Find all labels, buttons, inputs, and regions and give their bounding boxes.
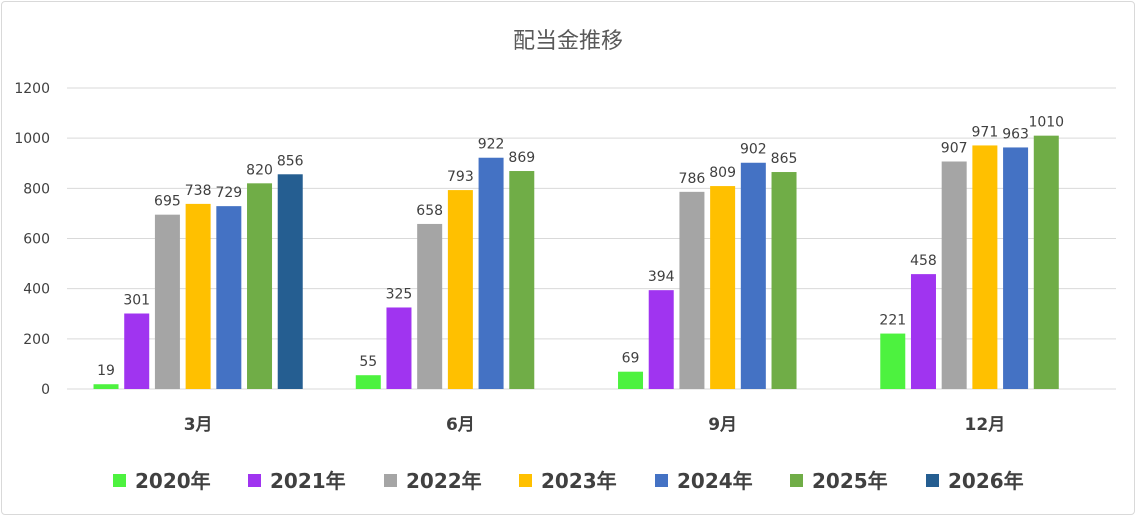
legend-item: 2021年 [248,469,346,493]
x-axis-ticks: 3月 6月 9月 12月 [184,415,1006,435]
data-label: 907 [941,140,968,156]
bar-2025年-9月 [771,172,797,389]
legend-swatch [384,474,397,487]
data-label: 738 [185,183,212,199]
y-tick-label: 600 [23,232,50,248]
bar-2024年-3月 [216,206,242,389]
legend-swatch [926,474,939,487]
y-tick-label: 0 [41,382,50,398]
bar-2020年-12月 [880,333,906,389]
y-tick-label: 1200 [14,81,50,97]
legend-item: 2026年 [926,469,1024,493]
x-tick-label: 3月 [184,415,213,435]
legend-label: 2020年 [135,469,211,493]
bars [93,135,1059,389]
data-label: 19 [97,363,115,379]
legend-item: 2020年 [113,469,211,493]
bar-2023年-12月 [972,145,998,389]
data-label: 922 [478,137,505,153]
legend: 2020年 2021年 2022年 2023年 2024年 2025年 2026年 [113,469,1024,493]
bar-2022年-6月 [417,223,443,389]
bar-2024年-12月 [1003,147,1029,389]
legend-swatch [248,474,261,487]
y-axis-ticks: 0 200 400 600 800 1000 1200 [14,81,50,398]
data-label: 865 [771,151,798,167]
data-label: 786 [679,171,706,187]
data-label: 69 [622,351,640,367]
legend-label: 2025年 [812,469,888,493]
legend-item: 2023年 [519,469,617,493]
bar-2025年-3月 [247,183,273,389]
bar-2022年-12月 [941,161,967,389]
legend-item: 2024年 [655,469,753,493]
legend-label: 2023年 [541,469,617,493]
data-label: 301 [123,292,150,308]
bar-2025年-12月 [1033,135,1059,389]
data-label: 856 [277,153,304,169]
x-tick-label: 9月 [708,415,737,435]
legend-item: 2022年 [384,469,482,493]
data-label: 1010 [1028,115,1064,131]
bar-2021年-9月 [648,290,674,389]
legend-swatch [655,474,668,487]
x-tick-label: 12月 [965,415,1006,435]
gridlines [67,87,1116,390]
legend-swatch [790,474,803,487]
bar-2020年-9月 [618,371,644,389]
data-label: 695 [154,194,181,210]
legend-label: 2022年 [406,469,482,493]
data-label: 55 [359,354,377,370]
legend-label: 2024年 [677,469,753,493]
bar-2023年-3月 [185,203,211,389]
data-label: 729 [215,185,242,201]
chart-title: 配当金推移 [513,29,623,54]
legend-label: 2021年 [270,469,346,493]
bar-2022年-9月 [679,191,705,389]
data-label: 221 [879,313,906,329]
data-label: 902 [740,142,767,158]
data-label: 971 [972,124,999,140]
bar-2025年-6月 [509,171,535,389]
legend-swatch [113,474,126,487]
data-label: 869 [508,150,535,166]
data-label: 820 [246,162,273,178]
bar-2023年-9月 [710,186,736,389]
bar-2021年-12月 [910,274,936,389]
data-label: 963 [1002,126,1029,142]
data-label: 658 [416,203,443,219]
legend-label: 2026年 [948,469,1024,493]
legend-swatch [519,474,532,487]
legend-item: 2025年 [790,469,888,493]
data-label: 394 [648,269,675,285]
y-tick-label: 400 [23,282,50,298]
data-label: 793 [447,169,474,185]
bar-2024年-6月 [478,157,504,389]
y-tick-label: 800 [23,181,50,197]
bar-2023年-6月 [447,190,473,389]
data-label: 325 [386,286,413,302]
y-tick-label: 200 [23,332,50,348]
bar-2021年-3月 [124,313,150,389]
y-tick-label: 1000 [14,131,50,147]
bar-2020年-6月 [355,375,381,389]
bar-2020年-3月 [93,384,119,389]
bar-2022年-3月 [154,214,180,389]
bar-2021年-6月 [386,307,412,389]
data-label: 458 [910,253,937,269]
data-label: 809 [709,165,736,181]
x-tick-label: 6月 [446,415,475,435]
bar-2024年-9月 [740,162,766,389]
bar-2026年-3月 [277,174,303,389]
